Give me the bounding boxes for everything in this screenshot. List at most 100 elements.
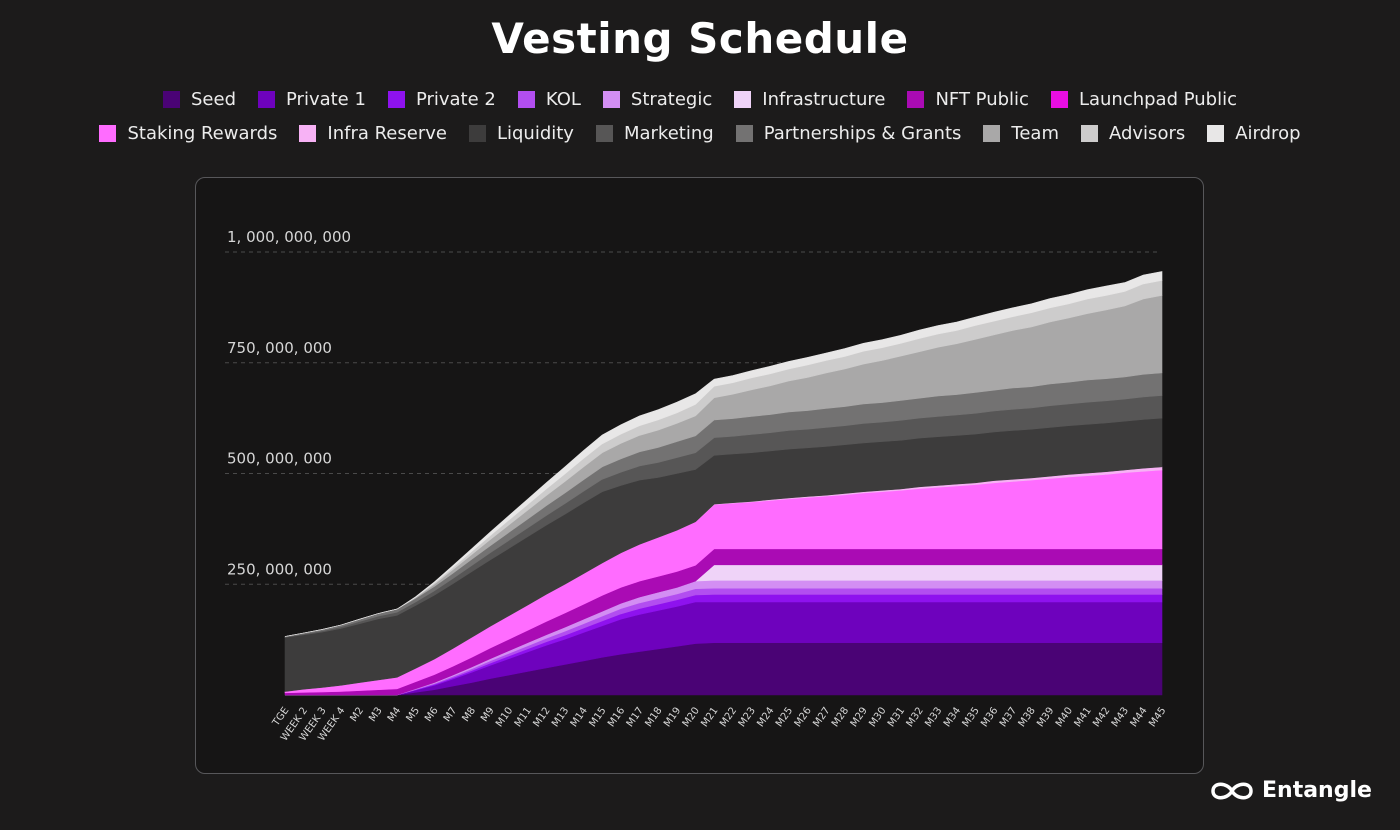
legend-label: Liquidity [496, 123, 574, 144]
legend-label: Airdrop [1235, 123, 1301, 144]
x-tick-label: M16 [606, 705, 627, 729]
legend-item-advisors: Advisors [1080, 123, 1186, 144]
x-tick-label: M28 [830, 705, 851, 729]
legend-item-nft-public: NFT Public [907, 89, 1029, 110]
legend-label: Advisors [1108, 123, 1186, 144]
legend-swatch [387, 91, 405, 108]
legend-label: Marketing [623, 123, 714, 144]
x-tick-label: M38 [1017, 705, 1038, 729]
x-tick-label: M7 [442, 705, 460, 724]
legend-item-marketing: Marketing [595, 123, 714, 144]
legend-label: KOL [545, 89, 581, 110]
x-tick-label: M30 [867, 705, 888, 729]
x-tick-label: M34 [942, 705, 963, 729]
x-tick-label: M21 [699, 705, 720, 729]
legend-label: Seed [191, 89, 236, 110]
x-tick-label: M41 [1073, 705, 1094, 729]
x-tick-label: M5 [404, 705, 422, 724]
x-tick-label: M35 [961, 705, 982, 729]
x-tick-label: M3 [367, 705, 385, 724]
y-tick-label: 250, 000, 000 [227, 560, 332, 578]
legend-item-infrastructure: Infrastructure [734, 89, 885, 110]
legend-swatch [1050, 91, 1068, 108]
legend-label: Strategic [630, 89, 713, 110]
x-tick-label: M17 [625, 705, 646, 729]
legend-swatch [907, 91, 925, 108]
x-tick-label: M11 [513, 705, 534, 729]
legend-label: Private 2 [415, 89, 496, 110]
legend-item-strategic: Strategic [602, 89, 713, 110]
x-tick-label: M2 [348, 705, 366, 724]
y-tick-label: 750, 000, 000 [227, 339, 332, 357]
legend-item-private-2: Private 2 [387, 89, 496, 110]
x-tick-label: M13 [550, 705, 571, 729]
x-tick-label: M15 [587, 705, 608, 729]
legend-item-launchpad-public: Launchpad Public [1050, 89, 1237, 110]
legend-swatch [602, 91, 620, 108]
legend-swatch [595, 125, 613, 142]
x-tick-label: M39 [1035, 705, 1056, 729]
x-tick-label: M10 [494, 705, 515, 729]
infinity-logo-icon [1211, 782, 1253, 799]
x-tick-label: M36 [979, 705, 1000, 729]
x-tick-label: M23 [737, 705, 758, 729]
x-tick-label: M37 [998, 705, 1019, 729]
legend-label: Launchpad Public [1078, 89, 1237, 110]
legend-swatch [735, 125, 753, 142]
area-airdrop [284, 271, 1163, 637]
brand-logo: Entangle [1210, 778, 1372, 803]
x-tick-label: M22 [718, 705, 739, 729]
legend-swatch [99, 125, 117, 142]
legend-item-team: Team [983, 123, 1059, 144]
legend-item-seed: Seed [163, 89, 236, 110]
x-tick-label: M44 [1129, 705, 1150, 729]
x-tick-label: M20 [681, 705, 702, 729]
legend-swatch [983, 125, 1001, 142]
legend-row-1: Seed Private 1 Private 2 KOL Strategic Infras… [0, 89, 1400, 110]
x-tick-label: M42 [1091, 705, 1112, 729]
legend-item-partnerships-and-grants: Partnerships & Grants [735, 123, 962, 144]
x-tick-label: M25 [774, 705, 795, 729]
legend-item-infra-reserve: Infra Reserve [299, 123, 447, 144]
legend-swatch [1207, 125, 1225, 142]
legend-item-kol: KOL [517, 89, 581, 110]
x-tick-label: M12 [531, 705, 552, 729]
legend-item-liquidity: Liquidity [468, 123, 574, 144]
brand-name: Entangle [1262, 778, 1372, 803]
x-tick-label: M14 [569, 705, 590, 729]
legend-label: Team [1011, 123, 1059, 144]
legend-swatch [299, 125, 317, 142]
x-tick-label: M8 [460, 705, 478, 724]
x-tick-label: M31 [886, 705, 907, 729]
x-tick-label: M6 [423, 705, 441, 724]
x-tick-label: M32 [905, 705, 926, 729]
x-tick-label: M40 [1054, 705, 1075, 729]
legend-swatch [468, 125, 486, 142]
legend-label: Infra Reserve [327, 123, 447, 144]
x-tick-label: M18 [643, 705, 664, 729]
legend-label: Infrastructure [762, 89, 886, 110]
legend-swatch [517, 91, 535, 108]
legend-row-2: Staking Rewards Infra Reserve Liquidity Mar… [0, 123, 1400, 144]
y-tick-label: 500, 000, 000 [227, 450, 332, 468]
x-tick-label: M9 [479, 705, 497, 724]
legend-swatch [258, 91, 275, 108]
legend-swatch [163, 91, 180, 108]
x-tick-label: M24 [755, 705, 776, 729]
x-tick-label: M43 [1110, 705, 1131, 729]
legend-item-private-1: Private 1 [258, 89, 366, 110]
stacked-areas [284, 271, 1163, 696]
x-tick-label: M45 [1147, 705, 1168, 729]
y-axis-ticks: 250, 000, 000 500, 000, 000 750, 000, 000 1… [227, 228, 351, 578]
x-tick-label: M33 [923, 705, 944, 729]
legend-label: Staking Rewards [127, 123, 278, 144]
x-tick-label: M29 [849, 705, 870, 729]
legend-swatch [1080, 125, 1098, 142]
x-tick-label: M4 [386, 705, 404, 724]
x-tick-label: M19 [662, 705, 683, 729]
chart-title: Vesting Schedule [491, 14, 909, 63]
legend-label: Partnerships & Grants [763, 123, 962, 144]
x-tick-label: M27 [811, 705, 832, 729]
